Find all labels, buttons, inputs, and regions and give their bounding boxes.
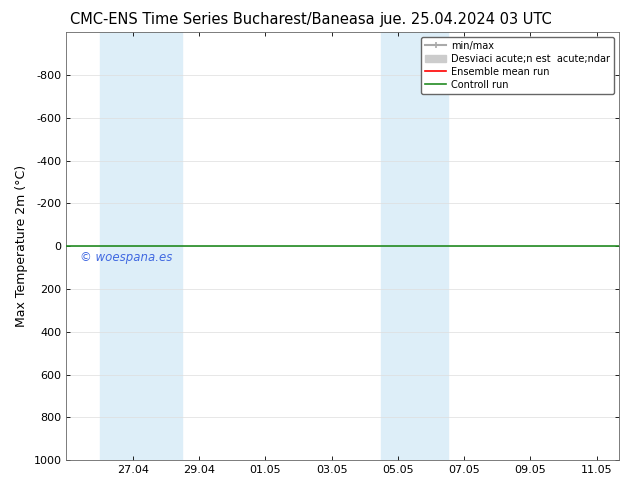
Text: CMC-ENS Time Series Bucharest/Baneasa: CMC-ENS Time Series Bucharest/Baneasa [70, 12, 374, 27]
Y-axis label: Max Temperature 2m (°C): Max Temperature 2m (°C) [15, 165, 28, 327]
Bar [100, 32, 183, 460]
Text: © woespana.es: © woespana.es [80, 251, 172, 264]
Text: jue. 25.04.2024 03 UTC: jue. 25.04.2024 03 UTC [380, 12, 552, 27]
Legend: min/max, Desviaci acute;n est  acute;ndar, Ensemble mean run, Controll run: min/max, Desviaci acute;n est acute;ndar… [421, 37, 614, 94]
Bar [381, 32, 448, 460]
